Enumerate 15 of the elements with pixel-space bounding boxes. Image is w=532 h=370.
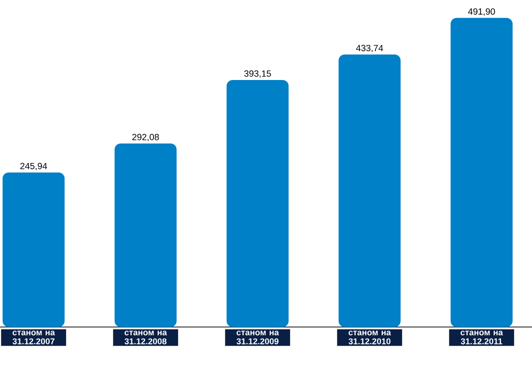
data-label: 292,08 (132, 134, 159, 142)
bar (450, 18, 513, 327)
bar (2, 172, 65, 327)
x-tick-label: станом на 31.12.2010 (348, 330, 391, 344)
bar (114, 143, 177, 327)
data-label: 393,15 (244, 70, 271, 78)
data-label: 433,74 (356, 44, 384, 52)
bar (338, 54, 401, 327)
bar (226, 80, 289, 327)
x-tick-label: станом на 31.12.2008 (124, 330, 167, 344)
x-tick-label: станом на 31.12.2011 (460, 330, 503, 344)
x-tick-label: станом на 31.12.2007 (12, 330, 55, 344)
data-label: 491,90 (468, 8, 495, 16)
x-tick-label: станом на 31.12.2009 (236, 330, 279, 344)
data-label: 245,94 (20, 162, 48, 170)
